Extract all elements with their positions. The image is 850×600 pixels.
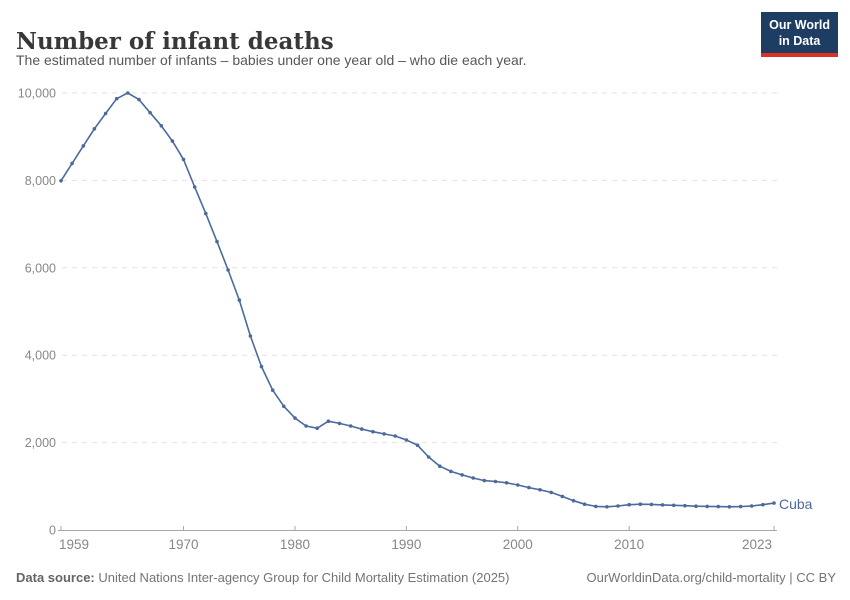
data-point[interactable]: [738, 504, 743, 509]
owid-logo[interactable]: Our World in Data: [761, 12, 838, 57]
chart-subtitle: The estimated number of infants – babies…: [16, 52, 527, 68]
data-point[interactable]: [727, 505, 732, 509]
y-axis-tick-label: 2,000: [25, 436, 56, 450]
y-axis-tick-label: 4,000: [25, 349, 56, 363]
owid-logo-line1: Our World: [769, 18, 830, 32]
data-point[interactable]: [772, 501, 776, 505]
x-axis-tick-label: 1970: [169, 537, 199, 552]
data-point[interactable]: [70, 161, 74, 166]
data-point[interactable]: [415, 443, 420, 448]
x-axis-tick-label: 2000: [503, 537, 533, 552]
data-point[interactable]: [92, 127, 97, 131]
data-point[interactable]: [716, 504, 721, 509]
data-point[interactable]: [571, 498, 576, 503]
series-end-label: Cuba: [779, 496, 813, 512]
data-point[interactable]: [81, 144, 86, 148]
data-point[interactable]: [204, 211, 208, 216]
data-point[interactable]: [215, 239, 219, 244]
y-axis-tick-label: 6,000: [25, 261, 56, 275]
data-point[interactable]: [761, 502, 765, 507]
x-axis-tick-label: 2010: [614, 537, 644, 552]
data-point[interactable]: [360, 427, 364, 431]
data-point[interactable]: [549, 490, 553, 495]
data-point[interactable]: [694, 504, 698, 509]
data-point[interactable]: [159, 124, 164, 128]
data-point[interactable]: [683, 503, 687, 508]
data-source-text: United Nations Inter-agency Group for Ch…: [94, 570, 510, 585]
data-point[interactable]: [594, 504, 598, 509]
y-axis-tick-label: 0: [49, 524, 56, 538]
data-point[interactable]: [616, 504, 620, 508]
data-point[interactable]: [404, 438, 409, 442]
data-point[interactable]: [393, 434, 398, 438]
data-point[interactable]: [192, 185, 197, 189]
data-point[interactable]: [460, 473, 464, 477]
data-point[interactable]: [337, 421, 342, 426]
data-point[interactable]: [438, 464, 442, 469]
data-point[interactable]: [493, 479, 498, 484]
data-point[interactable]: [371, 429, 375, 434]
data-point[interactable]: [237, 298, 242, 302]
data-point[interactable]: [382, 432, 386, 436]
chart-title: Number of infant deaths: [16, 28, 334, 56]
data-point[interactable]: [137, 97, 141, 102]
x-axis-tick-label: 1959: [59, 537, 89, 552]
data-point[interactable]: [449, 469, 453, 474]
data-point[interactable]: [627, 502, 631, 507]
data-point[interactable]: [270, 388, 275, 393]
data-point[interactable]: [59, 179, 63, 183]
data-point[interactable]: [315, 426, 320, 431]
data-point[interactable]: [170, 139, 175, 143]
data-point[interactable]: [638, 502, 643, 507]
data-point[interactable]: [181, 157, 186, 162]
x-axis-tick-label: 1980: [280, 537, 310, 552]
data-point[interactable]: [348, 424, 353, 428]
data-source: Data source: United Nations Inter-agency…: [16, 570, 510, 585]
data-point[interactable]: [426, 455, 431, 459]
data-point[interactable]: [471, 476, 476, 480]
data-point[interactable]: [248, 334, 253, 338]
data-point[interactable]: [504, 481, 509, 485]
data-point[interactable]: [114, 96, 119, 101]
data-point[interactable]: [749, 504, 754, 508]
data-point[interactable]: [103, 111, 108, 116]
data-point[interactable]: [605, 505, 609, 509]
data-point[interactable]: [671, 503, 676, 508]
data-point[interactable]: [516, 483, 520, 487]
y-axis-tick-label: 10,000: [18, 87, 56, 101]
data-point[interactable]: [560, 494, 565, 499]
data-point[interactable]: [482, 478, 487, 483]
chart-footer: Data source: United Nations Inter-agency…: [16, 570, 836, 585]
owid-logo-line2: in Data: [778, 34, 821, 49]
y-axis-tick-label: 8,000: [25, 174, 56, 188]
data-point[interactable]: [582, 502, 587, 507]
data-point[interactable]: [649, 502, 654, 507]
data-point[interactable]: [326, 419, 331, 424]
data-point[interactable]: [293, 416, 297, 420]
data-source-label: Data source:: [16, 570, 95, 585]
owid-url-license-link[interactable]: OurWorldinData.org/child-mortality | CC …: [586, 570, 837, 585]
data-point[interactable]: [304, 424, 308, 428]
data-point[interactable]: [126, 91, 130, 95]
data-point[interactable]: [705, 504, 709, 509]
data-point[interactable]: [527, 485, 531, 490]
x-axis-tick-label: 1990: [391, 537, 421, 552]
data-point[interactable]: [226, 268, 230, 272]
data-point[interactable]: [538, 488, 542, 492]
x-axis-tick-label: 2023: [742, 537, 772, 552]
data-point[interactable]: [148, 110, 152, 115]
data-point[interactable]: [282, 404, 286, 409]
data-point[interactable]: [660, 503, 665, 507]
data-point[interactable]: [259, 364, 264, 369]
